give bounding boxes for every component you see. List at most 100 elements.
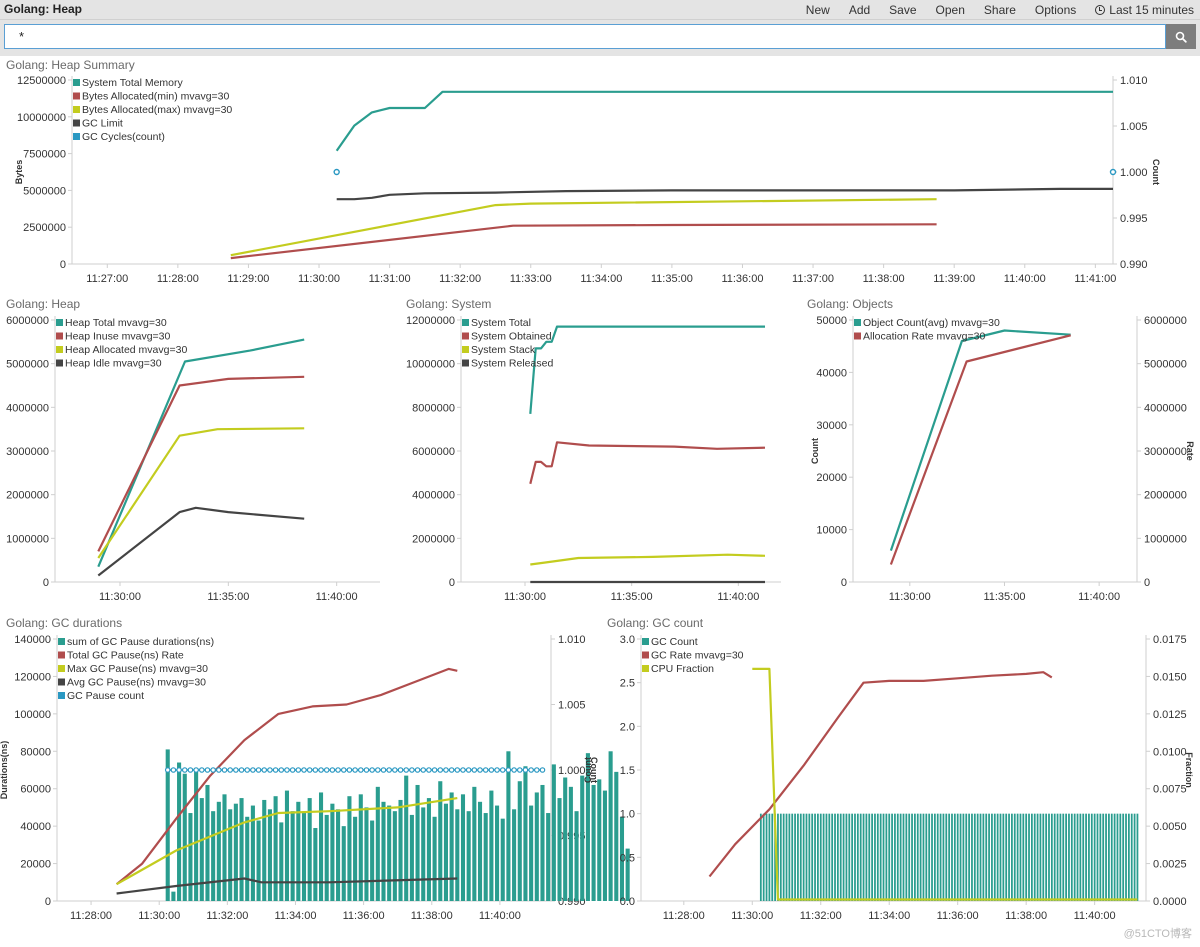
data-point [346,767,353,773]
legend-swatch [73,119,80,127]
bar [455,809,460,901]
bar [574,811,579,901]
data-point [261,767,268,773]
data-point [272,767,279,773]
bar [330,803,335,901]
bar [495,805,500,901]
x-tick-label: 11:35:00 [651,273,693,285]
y-tick-label: 0 [449,577,455,589]
bar [534,792,539,901]
data-point [369,767,375,773]
bar [802,813,805,901]
bar [922,813,925,901]
top-menu: New Add Save Open Share Options Last 15 … [806,0,1200,20]
search-icon [1175,31,1187,43]
bar [472,786,477,901]
series-line-2 [530,553,766,566]
x-tick-label: 11:40:00 [1078,591,1120,603]
legend-label: CPU Fraction [651,663,714,675]
data-point [375,767,381,773]
bar [831,813,834,901]
bar [279,822,284,901]
bar [1130,813,1133,901]
bar [336,809,341,901]
data-point [181,767,188,773]
share-button[interactable]: Share [983,3,1016,17]
search-button[interactable] [1166,24,1196,49]
series-line-3 [97,506,305,577]
bar [868,813,871,901]
y-tick-label: 7500000 [23,149,66,161]
legend-swatch [73,79,80,86]
y-tick-label: 0 [45,896,51,908]
bar [432,816,437,901]
data-point [227,767,233,773]
bar [1070,813,1073,901]
bar [1079,813,1082,901]
bar [222,794,227,901]
panel-title-heap-summary: Golang: Heap Summary [6,58,135,72]
bar [460,794,466,901]
legend-label: Heap Idle mvavg=30 [65,358,162,370]
bar [551,764,556,901]
bar [341,826,346,901]
legend-label: GC Rate mvavg=30 [651,650,744,662]
bar [529,805,534,901]
y-tick-label: 2000000 [412,533,455,545]
x-tick-label: 11:30:00 [298,273,340,285]
y-tick-label: 0 [43,577,49,589]
legend-swatch [642,651,649,659]
data-point [221,767,228,773]
y-tick-label: 6000000 [6,315,49,327]
y-tick-label: 1.5 [620,765,635,777]
time-range-picker[interactable]: Last 15 minutes [1095,3,1194,17]
y-tick-label: 100000 [14,709,51,721]
legend-swatch [73,106,80,113]
panel-title-heap: Golang: Heap [6,297,81,311]
bar [885,813,888,901]
y2-tick-label: 0 [1144,577,1150,589]
y-tick-label: 3.0 [620,634,635,646]
bar [891,813,893,901]
options-button[interactable]: Options [1034,3,1077,17]
bar [811,813,814,901]
bar [879,813,882,901]
bar [896,813,899,901]
bar [782,813,785,901]
add-button[interactable]: Add [848,3,871,17]
bar [874,813,876,901]
data-point [409,767,415,773]
search-input[interactable] [4,24,1166,49]
bar [443,803,448,901]
bar [307,798,312,901]
x-tick-label: 11:30:00 [138,910,180,922]
x-tick-label: 11:30:00 [889,591,931,603]
legend-swatch [58,692,65,699]
y-tick-label: 1.0 [620,809,635,821]
bar [774,813,776,901]
bar [1102,813,1105,901]
data-point [323,767,330,773]
bar [1056,813,1059,901]
bar [568,786,573,901]
y-tick-label: 50000 [816,315,847,327]
open-button[interactable]: Open [935,3,965,17]
bar [911,813,913,901]
bar [951,813,953,901]
y-axis-title: Count [810,438,820,464]
bar [1119,813,1122,901]
legend-swatch [462,346,469,353]
bar [245,816,250,901]
save-button[interactable]: Save [889,3,917,17]
data-point [516,767,523,773]
bar [177,762,182,901]
bar [856,813,859,901]
y-tick-label: 20000 [20,859,51,871]
bar [834,813,836,901]
y-tick-label: 5000000 [6,359,49,371]
new-button[interactable]: New [805,3,830,17]
bar [228,809,233,901]
bar [602,790,607,901]
y-tick-label: 0.0 [620,896,635,908]
series-line-1 [97,375,305,552]
